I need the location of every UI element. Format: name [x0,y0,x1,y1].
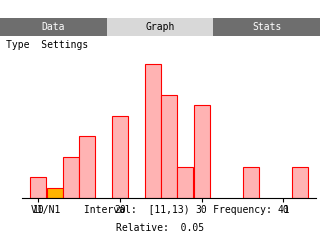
Bar [177,167,193,198]
Bar [161,95,177,198]
Bar [213,18,320,36]
Bar [194,105,210,198]
Text: Stats: Stats [252,22,281,32]
Text: V1/N1    Interval:  [11,13)    Frequency:  1: V1/N1 Interval: [11,13) Frequency: 1 [31,205,289,215]
Text: Type  Settings: Type Settings [6,40,89,50]
Bar [30,177,46,198]
Text: Relative:  0.05: Relative: 0.05 [116,223,204,233]
Bar [47,188,63,198]
Bar [0,18,107,36]
Bar [63,157,79,198]
Bar [292,167,308,198]
Bar [107,18,213,36]
Bar [79,136,95,198]
Text: STATISTICS: STATISTICS [129,4,191,14]
Bar [112,116,128,198]
Text: [■]: [■] [295,5,310,13]
Bar [243,167,259,198]
Bar [145,64,161,198]
Text: rad: rad [6,4,24,14]
Text: Graph: Graph [145,22,175,32]
Text: Data: Data [42,22,65,32]
